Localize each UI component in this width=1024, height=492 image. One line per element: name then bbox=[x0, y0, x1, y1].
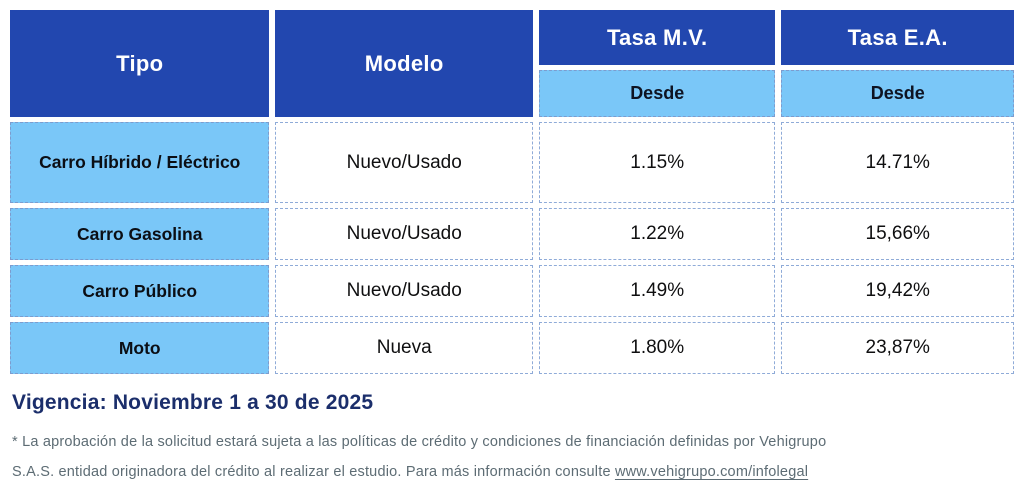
row-gasolina-tasa-ea-cell: 15,66% bbox=[781, 208, 1014, 260]
subheader-desde-ea: Desde bbox=[781, 70, 1014, 117]
col-header-modelo: Modelo bbox=[275, 10, 533, 117]
disclaimer-line1: * La aprobación de la solicitud estará s… bbox=[12, 434, 827, 450]
row-hibrido-modelo-cell: Nuevo/Usado bbox=[275, 122, 533, 203]
row-hibrido-tasa-ea-cell: 14.71% bbox=[781, 122, 1014, 203]
infolegal-link[interactable]: www.vehigrupo.com/infolegal bbox=[614, 464, 809, 480]
row-gasolina-tasa-mv-cell: 1.22% bbox=[538, 208, 776, 260]
row-publico-tasa-ea-cell: 19,42% bbox=[781, 265, 1014, 317]
vigencia-heading: Vigencia: Noviembre 1 a 30 de 2025 bbox=[12, 391, 374, 414]
row-moto-modelo-cell: Nueva bbox=[275, 322, 533, 374]
col-header-tasa-ea: Tasa E.A. bbox=[781, 10, 1014, 65]
row-gasolina-tipo-cell: Carro Gasolina bbox=[10, 208, 270, 260]
row-moto-tasa-mv-cell: 1.80% bbox=[538, 322, 776, 374]
disclaimer-text: * La aprobación de la solicitud estará s… bbox=[12, 427, 1014, 487]
col-header-tipo: Tipo bbox=[10, 10, 270, 117]
col-header-tasa-mv: Tasa M.V. bbox=[538, 10, 776, 65]
row-moto-tasa-ea-cell: 23,87% bbox=[781, 322, 1014, 374]
disclaimer-line2: S.A.S. entidad originadora del crédito a… bbox=[12, 464, 615, 480]
row-moto-tipo-cell: Moto bbox=[10, 322, 270, 374]
row-publico-tasa-mv-cell: 1.49% bbox=[538, 265, 776, 317]
subheader-desde-mv: Desde bbox=[538, 70, 776, 117]
row-hibrido-tipo-cell: Carro Híbrido / Eléctrico bbox=[10, 122, 270, 203]
row-hibrido-tasa-mv-cell: 1.15% bbox=[538, 122, 776, 203]
row-gasolina-modelo-cell: Nuevo/Usado bbox=[275, 208, 533, 260]
row-publico-tipo-cell: Carro Público bbox=[10, 265, 270, 317]
rates-table: Tipo Modelo Tasa M.V. Tasa E.A. Desde De… bbox=[10, 10, 1014, 374]
row-publico-modelo-cell: Nuevo/Usado bbox=[275, 265, 533, 317]
